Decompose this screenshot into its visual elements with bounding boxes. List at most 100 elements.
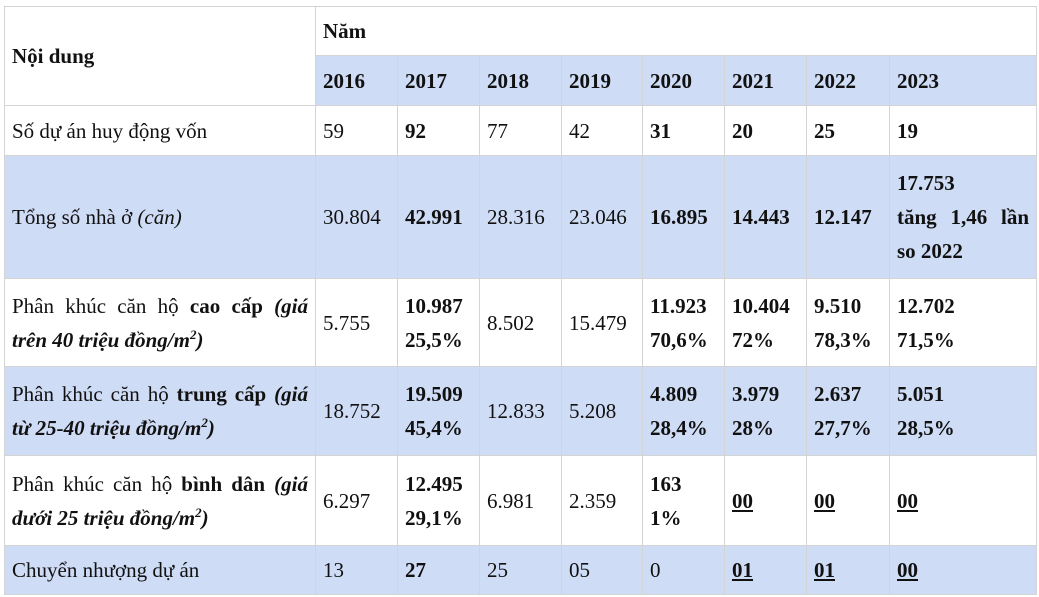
cell-line: 163 bbox=[650, 471, 682, 496]
row-label-cell: Tổng số nhà ở (căn) bbox=[4, 155, 316, 279]
cell-text: 42.991 bbox=[405, 205, 463, 229]
value-cell: 14.443 bbox=[724, 155, 807, 279]
header-row: Nội dung Năm bbox=[4, 6, 1038, 106]
data-row: Tổng số nhà ở (căn) 30.804 42.991 28.316 23.… bbox=[4, 155, 1038, 279]
data-row: Phân khúc căn hộ trung cấp (giá từ 25-40… bbox=[4, 366, 1038, 456]
value-cell: 00 bbox=[724, 455, 807, 546]
cell-text: 00 bbox=[814, 488, 835, 513]
header-cell: Nội dung bbox=[4, 6, 316, 106]
value-cell: 28.316 bbox=[479, 155, 562, 279]
year-cell: 2018 bbox=[479, 55, 562, 106]
cell-text: 59 bbox=[323, 118, 344, 143]
value-cell: 6.297 bbox=[315, 455, 398, 546]
label-part: Tổng số nhà ở bbox=[12, 205, 138, 229]
cell-text: 00 bbox=[897, 488, 918, 513]
cell-text: 2.359 bbox=[569, 488, 617, 513]
value-cell: 12.147 bbox=[806, 155, 890, 279]
row-label-cell: Phân khúc căn hộ bình dân (giá dưới 25 t… bbox=[4, 455, 316, 546]
cell-text: 16.895 bbox=[650, 205, 708, 229]
label-part: trung cấp bbox=[176, 382, 267, 406]
value-cell: 12.495 29,1% bbox=[397, 455, 480, 546]
cell-line: 72% bbox=[732, 327, 774, 352]
cell-text: 25 bbox=[487, 558, 508, 582]
cell-line: 45,4% bbox=[405, 416, 463, 440]
label-part: (giá dưới 25 triệu đồng/m bbox=[12, 471, 308, 530]
cell-line: 2.637 bbox=[814, 382, 862, 406]
cell-text: 28.316 bbox=[487, 205, 545, 229]
label-part: Số dự án huy động vốn bbox=[12, 118, 208, 143]
value-cell: 17.753 tăng 1,46 lần so 2022 bbox=[888, 155, 1038, 279]
header-cell: Năm bbox=[314, 6, 1038, 56]
value-cell: 4.809 28,4% bbox=[642, 366, 725, 456]
cell-line: 70,6% bbox=[650, 327, 708, 352]
cell-text: 31 bbox=[650, 118, 671, 143]
cell-text: 0 bbox=[650, 558, 661, 582]
cell-line: 12.702 bbox=[897, 293, 955, 318]
value-cell: 6.981 bbox=[479, 455, 562, 546]
cell-line: 1% bbox=[650, 505, 682, 530]
value-cell: 10.987 25,5% bbox=[397, 278, 480, 367]
year-text: 2017 bbox=[405, 68, 447, 93]
year-text: 2019 bbox=[569, 68, 611, 93]
cell-line: 10.404 bbox=[732, 293, 790, 318]
label-part: ) bbox=[196, 327, 204, 352]
cell-line: 9.510 bbox=[814, 293, 862, 318]
label-part: Phân khúc căn hộ bbox=[12, 471, 182, 496]
label-part: Phân khúc căn hộ bbox=[12, 382, 177, 406]
cell-text: 19 bbox=[897, 118, 918, 143]
value-cell: 8.502 bbox=[479, 278, 562, 367]
row-label-cell: Số dự án huy động vốn bbox=[4, 105, 316, 156]
label-part: Phân khúc căn hộ bbox=[12, 293, 190, 318]
year-cell: 2017 bbox=[397, 55, 480, 106]
label-part: (căn) bbox=[137, 205, 182, 229]
label-part: (giá trên 40 triệu đồng/m bbox=[12, 293, 309, 352]
row-label-cell: Chuyển nhượng dự án bbox=[4, 545, 316, 595]
value-cell: 59 bbox=[315, 105, 398, 156]
cell-text: 25 bbox=[814, 118, 835, 143]
cell-line: 27,7% bbox=[814, 416, 872, 440]
year-text: 2023 bbox=[897, 68, 939, 93]
cell-text: 12.147 bbox=[814, 205, 872, 229]
value-cell: 42 bbox=[561, 105, 643, 156]
year-cell: 2020 bbox=[642, 55, 725, 106]
value-cell: 5.051 28,5% bbox=[888, 366, 1038, 456]
value-cell: 2.637 27,7% bbox=[806, 366, 890, 456]
data-row: Phân khúc căn hộ cao cấp (giá trên 40 tr… bbox=[4, 278, 1038, 367]
value-cell: 16.895 bbox=[642, 155, 725, 279]
value-cell: 92 bbox=[397, 105, 480, 156]
value-cell: 01 bbox=[724, 545, 807, 595]
cell-line: 71,5% bbox=[897, 327, 955, 352]
data-row: Chuyển nhượng dự án 13 27 25 05 0 01 01 00 bbox=[4, 545, 1038, 595]
value-cell: 5.755 bbox=[315, 278, 398, 367]
value-cell: 00 bbox=[888, 545, 1038, 595]
cell-line: 5.051 bbox=[897, 382, 945, 406]
value-cell: 12.833 bbox=[479, 366, 562, 456]
row-label-cell: Phân khúc căn hộ trung cấp (giá từ 25-40… bbox=[4, 366, 316, 456]
cell-text: 5.755 bbox=[323, 310, 371, 335]
value-cell: 18.752 bbox=[315, 366, 398, 456]
cell-text: 18.752 bbox=[323, 399, 381, 423]
cell-text: 27 bbox=[405, 558, 426, 582]
value-cell: 00 bbox=[806, 455, 890, 546]
header-text: Nội dung bbox=[12, 44, 95, 68]
value-cell: 5.208 bbox=[561, 366, 643, 456]
cell-line: 10.987 bbox=[405, 293, 463, 318]
cell-text: 01 bbox=[732, 558, 753, 582]
cell-text: 23.046 bbox=[569, 205, 627, 229]
value-cell: 20 bbox=[724, 105, 807, 156]
cell-text: 13 bbox=[323, 558, 344, 582]
value-cell: 27 bbox=[397, 545, 480, 595]
value-cell: 13 bbox=[315, 545, 398, 595]
value-cell: 77 bbox=[479, 105, 562, 156]
label-part: cao cấp bbox=[189, 293, 263, 318]
year-text: 2016 bbox=[323, 68, 365, 93]
cell-line: 29,1% bbox=[405, 505, 463, 530]
value-cell: 10.404 72% bbox=[724, 278, 807, 367]
year-text: 2022 bbox=[814, 68, 856, 93]
cell-line: 3.979 bbox=[732, 382, 780, 406]
value-cell: 01 bbox=[806, 545, 890, 595]
year-cell: 2022 bbox=[806, 55, 890, 106]
value-cell: 163 1% bbox=[642, 455, 725, 546]
label-part: Chuyển nhượng dự án bbox=[12, 558, 200, 582]
cell-text: 12.833 bbox=[487, 399, 545, 423]
